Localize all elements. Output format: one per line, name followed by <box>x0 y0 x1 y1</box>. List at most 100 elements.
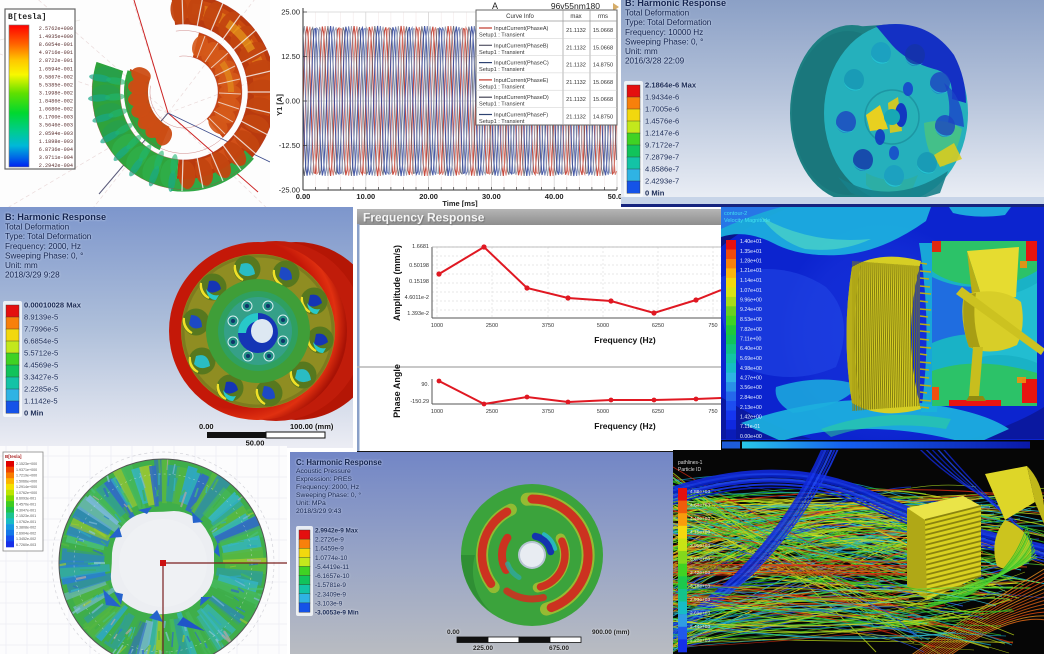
svg-text:7.2879e-7: 7.2879e-7 <box>645 153 679 162</box>
svg-text:InputCurrent(PhaseC): InputCurrent(PhaseC) <box>494 61 549 67</box>
svg-text:0 Min: 0 Min <box>24 409 44 418</box>
svg-text:1.8486e-002: 1.8486e-002 <box>39 99 73 105</box>
svg-text:3.67e+03: 3.67e+03 <box>690 557 710 563</box>
svg-text:5.69e+00: 5.69e+00 <box>740 356 762 362</box>
svg-text:1.7005e-6: 1.7005e-6 <box>645 105 679 114</box>
svg-text:1.0774e-10: 1.0774e-10 <box>315 555 348 562</box>
svg-text:-5.4419e-11: -5.4419e-11 <box>315 564 349 571</box>
svg-text:2.2726e-9: 2.2726e-9 <box>315 537 344 544</box>
svg-text:Unit: mm: Unit: mm <box>625 47 658 56</box>
svg-text:Unit: MPa: Unit: MPa <box>296 500 326 507</box>
svg-text:2.4293e-7: 2.4293e-7 <box>645 177 679 186</box>
svg-text:2.8722e-001: 2.8722e-001 <box>39 58 73 64</box>
svg-text:3.91e+03: 3.91e+03 <box>690 543 710 549</box>
svg-text:2018/3/29 9:43: 2018/3/29 9:43 <box>296 508 342 515</box>
svg-text:6250: 6250 <box>652 409 664 415</box>
svg-text:2016/3/28 22:09: 2016/3/28 22:09 <box>625 57 685 66</box>
svg-text:Type: Total Deformation: Type: Total Deformation <box>5 232 92 241</box>
svg-text:1.6681: 1.6681 <box>412 244 429 250</box>
svg-text:2.13e+00: 2.13e+00 <box>740 405 762 411</box>
svg-text:1.4576e-6: 1.4576e-6 <box>645 117 679 126</box>
svg-text:6.6854e-5: 6.6854e-5 <box>24 337 58 346</box>
svg-text:-1.5781e-9: -1.5781e-9 <box>315 582 346 589</box>
svg-text:1.07e+01: 1.07e+01 <box>740 288 762 294</box>
svg-text:2.1523e+000: 2.1523e+000 <box>16 462 37 466</box>
svg-text:C: Harmonic Response: C: Harmonic Response <box>296 458 382 467</box>
svg-text:2.44e+03: 2.44e+03 <box>690 624 710 630</box>
svg-text:5.3808e-002: 5.3808e-002 <box>16 526 36 530</box>
svg-text:225.00: 225.00 <box>473 645 493 652</box>
svg-text:0.00: 0.00 <box>447 629 460 636</box>
svg-text:Velocity Magnitude: Velocity Magnitude <box>724 218 770 224</box>
svg-text:1.6594e-001: 1.6594e-001 <box>39 66 73 72</box>
svg-text:4.3047e-001: 4.3047e-001 <box>16 508 36 512</box>
svg-text:1000: 1000 <box>431 409 443 415</box>
svg-text:1.0680e-002: 1.0680e-002 <box>39 107 73 113</box>
svg-text:2.1864e-6 Max: 2.1864e-6 Max <box>645 81 697 90</box>
svg-text:675.00: 675.00 <box>549 645 569 652</box>
svg-text:InputCurrent(PhaseA): InputCurrent(PhaseA) <box>494 26 549 32</box>
svg-text:B[tesla]: B[tesla] <box>8 13 46 22</box>
svg-text:Type: Total Deformation: Type: Total Deformation <box>625 18 712 27</box>
svg-text:Unit: mm: Unit: mm <box>5 261 38 270</box>
svg-text:Frequency: 10000 Hz: Frequency: 10000 Hz <box>625 28 703 37</box>
svg-text:6250: 6250 <box>652 323 664 329</box>
svg-text:1.393e-2: 1.393e-2 <box>407 311 429 317</box>
svg-text:Particle ID: Particle ID <box>678 467 701 473</box>
svg-text:Time [ms]: Time [ms] <box>442 199 478 207</box>
svg-text:14.8750: 14.8750 <box>593 115 613 121</box>
svg-text:6.7260e-003: 6.7260e-003 <box>16 543 36 547</box>
svg-text:Curve Info: Curve Info <box>506 14 534 20</box>
svg-text:8.9139e-5: 8.9139e-5 <box>24 313 58 322</box>
svg-text:50.00: 50.00 <box>608 192 621 201</box>
svg-text:-12.50: -12.50 <box>279 141 300 150</box>
svg-text:Sweeping Phase: 0, °: Sweeping Phase: 0, ° <box>625 37 703 46</box>
svg-text:Y1 [A]: Y1 [A] <box>275 94 284 116</box>
svg-text:1.5066e+000: 1.5066e+000 <box>16 479 37 483</box>
svg-text:5.5385e-002: 5.5385e-002 <box>39 82 73 88</box>
svg-text:A: A <box>492 1 498 11</box>
svg-text:3.56e+00: 3.56e+00 <box>740 385 762 391</box>
svg-text:2.5762e+000: 2.5762e+000 <box>39 26 73 32</box>
svg-text:15.0668: 15.0668 <box>593 80 613 86</box>
svg-text:5.5712e-5: 5.5712e-5 <box>24 349 58 358</box>
svg-text:14.8750: 14.8750 <box>593 63 613 69</box>
svg-text:6.40e+00: 6.40e+00 <box>740 346 762 352</box>
svg-text:21.1132: 21.1132 <box>566 63 586 69</box>
svg-text:1000: 1000 <box>431 323 443 329</box>
svg-text:max: max <box>570 14 581 20</box>
svg-text:9.5867e-002: 9.5867e-002 <box>39 74 73 80</box>
svg-text:0.00: 0.00 <box>285 97 300 106</box>
svg-text:2.69e+03: 2.69e+03 <box>690 611 710 617</box>
svg-text:Expression: PRES: Expression: PRES <box>296 476 352 483</box>
svg-text:4.27e+00: 4.27e+00 <box>740 376 762 382</box>
svg-text:InputCurrent(PhaseB): InputCurrent(PhaseB) <box>494 43 549 49</box>
svg-text:-3.0053e-9 Min: -3.0053e-9 Min <box>315 610 359 617</box>
svg-text:Setup1 : Transient: Setup1 : Transient <box>479 102 525 108</box>
svg-text:1.1898e-003: 1.1898e-003 <box>39 139 73 145</box>
svg-text:1.14e+01: 1.14e+01 <box>740 278 762 284</box>
svg-text:3.18e+03: 3.18e+03 <box>690 584 710 590</box>
svg-text:Amplitude (mm/s): Amplitude (mm/s) <box>392 245 402 321</box>
svg-text:21.1132: 21.1132 <box>566 115 586 121</box>
svg-text:21.1132: 21.1132 <box>566 80 586 86</box>
svg-text:3.1998e-002: 3.1998e-002 <box>39 91 73 97</box>
svg-text:3.9711e-004: 3.9711e-004 <box>39 155 73 161</box>
svg-text:Phase Angle: Phase Angle <box>392 364 402 418</box>
svg-text:3750: 3750 <box>542 323 554 329</box>
svg-text:Setup1 : Transient: Setup1 : Transient <box>479 84 525 90</box>
svg-text:pathlines-1: pathlines-1 <box>678 460 703 466</box>
svg-text:1.35e+01: 1.35e+01 <box>740 249 762 255</box>
svg-text:20.00: 20.00 <box>419 192 438 201</box>
svg-text:2500: 2500 <box>486 409 498 415</box>
svg-text:0 Min: 0 Min <box>645 189 665 198</box>
svg-text:4.8586e-7: 4.8586e-7 <box>645 165 679 174</box>
svg-text:contour-2: contour-2 <box>724 211 747 217</box>
svg-text:1.40e+01: 1.40e+01 <box>740 239 762 245</box>
svg-text:7.7996e-5: 7.7996e-5 <box>24 325 58 334</box>
svg-text:Acoustic Pressure: Acoustic Pressure <box>296 468 351 475</box>
svg-text:2.20e+03: 2.20e+03 <box>690 638 710 644</box>
svg-text:6.1700e-003: 6.1700e-003 <box>39 115 73 121</box>
svg-text:B: Harmonic Response: B: Harmonic Response <box>5 212 106 222</box>
svg-text:Frequency (Hz): Frequency (Hz) <box>594 335 656 345</box>
